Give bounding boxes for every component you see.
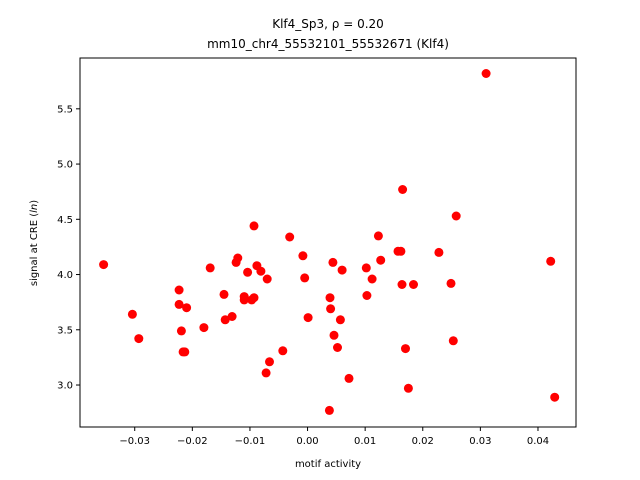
data-point (434, 247, 444, 257)
data-point (99, 260, 109, 270)
data-point (328, 257, 338, 267)
y-tick-label: 3.5 (57, 325, 73, 336)
data-points (99, 69, 560, 415)
data-point (176, 326, 186, 336)
data-point (326, 304, 336, 314)
x-tick-label: −0.02 (177, 436, 208, 447)
data-point (325, 293, 335, 303)
data-point (239, 295, 249, 305)
x-tick-label: 0.04 (527, 436, 549, 447)
y-axis-label: signal at CRE (ln) (29, 200, 40, 286)
data-point (300, 273, 310, 283)
y-axis-label-prefix: signal at CRE ( (29, 213, 40, 286)
data-point (227, 312, 237, 321)
data-point (249, 221, 259, 231)
data-point (481, 69, 491, 78)
data-point (262, 274, 272, 284)
data-point (398, 185, 408, 194)
x-tick-label: −0.03 (119, 436, 150, 447)
y-tick-label: 5.0 (57, 160, 73, 171)
data-point (546, 256, 556, 266)
data-point (199, 323, 209, 333)
data-point (337, 265, 347, 275)
data-point (174, 285, 184, 295)
data-point (205, 263, 215, 273)
data-point (278, 346, 288, 356)
x-tick-label: 0.03 (469, 436, 491, 447)
data-point (249, 293, 259, 303)
data-point (256, 266, 266, 276)
x-axis-label: motif activity (295, 459, 361, 470)
x-tick-label: −0.01 (235, 436, 266, 447)
chart-subtitle: mm10_chr4_55532101_55532671 (Klf4) (207, 37, 449, 51)
data-point (285, 232, 295, 242)
y-axis-label-suffix: ) (29, 200, 40, 204)
data-point (397, 280, 407, 289)
data-point (451, 211, 461, 221)
data-point (448, 336, 458, 346)
x-tick-label: 0.01 (354, 436, 376, 447)
data-point (401, 344, 410, 354)
y-tick-label: 4.0 (57, 270, 73, 281)
y-axis-ticks: 3.0 3.5 4.0 4.5 5.0 5.5 (57, 104, 80, 392)
plot-area-frame (79, 57, 577, 428)
data-point (361, 263, 371, 273)
data-point (233, 253, 243, 263)
data-point (303, 313, 313, 323)
data-point (219, 289, 229, 299)
x-tick-label: 0.02 (412, 436, 434, 447)
x-tick-label: 0.00 (296, 436, 318, 447)
data-point (174, 299, 184, 309)
data-point (182, 303, 192, 313)
y-tick-label: 3.0 (57, 381, 73, 392)
data-point (261, 368, 271, 378)
data-point (367, 274, 377, 284)
data-point (376, 255, 386, 265)
chart-title: Klf4_Sp3, ρ = 0.20 (272, 17, 384, 31)
data-point (550, 392, 560, 402)
data-point (298, 251, 308, 261)
data-point (373, 231, 383, 241)
data-point (362, 291, 372, 300)
y-tick-label: 5.5 (57, 104, 73, 115)
data-point (409, 280, 418, 289)
data-point (180, 347, 190, 357)
data-point (329, 330, 339, 340)
data-point (127, 309, 137, 319)
data-point (344, 373, 354, 383)
data-point (265, 357, 274, 367)
y-tick-label: 4.5 (57, 215, 73, 226)
data-point (396, 246, 406, 256)
data-point (134, 334, 144, 344)
data-point (446, 278, 456, 288)
y-axis-label-italic: ln (29, 204, 40, 213)
x-axis-ticks: −0.03 −0.02 −0.01 0.00 0.01 0.02 0.03 0.04 (119, 427, 549, 447)
data-point (220, 315, 230, 325)
data-point (333, 343, 342, 352)
data-point (243, 267, 253, 277)
data-point (335, 315, 345, 325)
data-point (324, 405, 334, 415)
data-point (403, 383, 413, 393)
